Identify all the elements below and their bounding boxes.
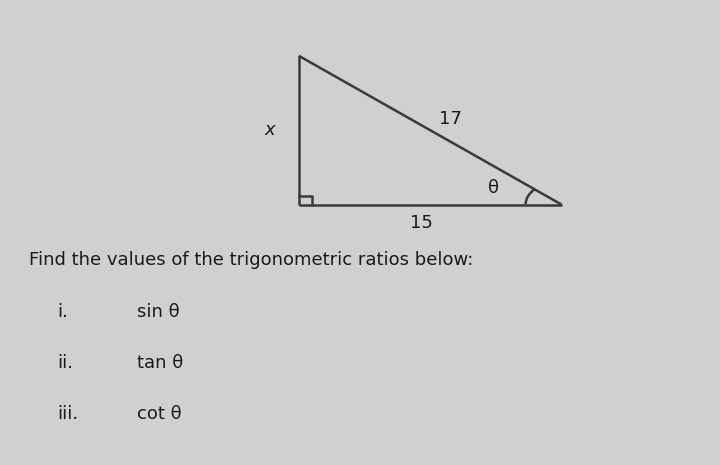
Text: 17: 17 [438, 110, 462, 127]
Text: ii.: ii. [58, 354, 73, 372]
Text: sin θ: sin θ [137, 303, 179, 320]
Text: θ: θ [487, 179, 499, 197]
Text: i.: i. [58, 303, 68, 320]
Text: tan θ: tan θ [137, 354, 183, 372]
Text: 15: 15 [410, 214, 433, 232]
Text: cot θ: cot θ [137, 405, 181, 423]
Text: Find the values of the trigonometric ratios below:: Find the values of the trigonometric rat… [29, 252, 473, 269]
Text: x: x [265, 121, 275, 139]
Text: iii.: iii. [58, 405, 78, 423]
